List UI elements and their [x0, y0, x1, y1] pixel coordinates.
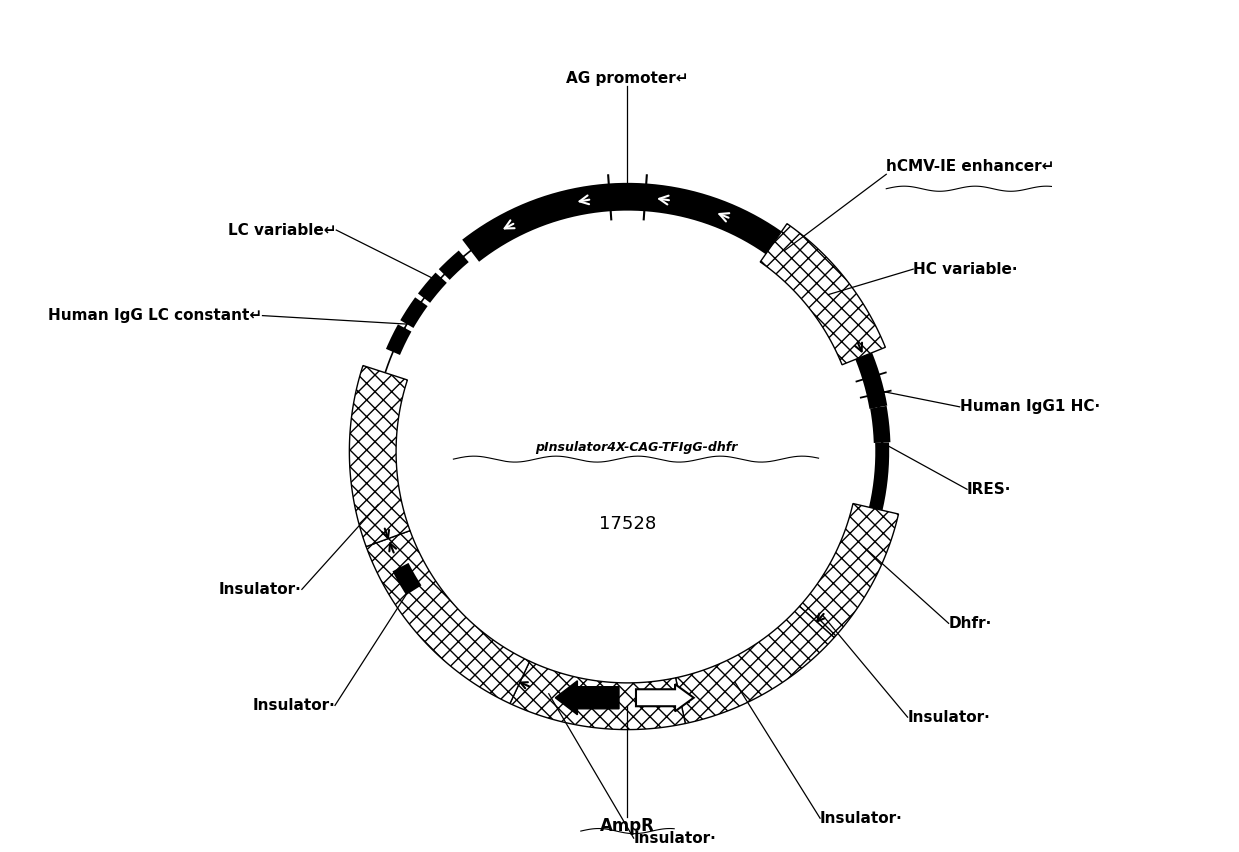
Polygon shape — [761, 224, 886, 365]
Text: LC variable↵: LC variable↵ — [228, 222, 336, 238]
Polygon shape — [349, 366, 410, 547]
Text: Insulator·: Insulator· — [633, 831, 716, 846]
Text: Dhfr·: Dhfr· — [949, 616, 992, 630]
Text: 17528: 17528 — [598, 515, 657, 532]
Text: AG promoter↵: AG promoter↵ — [566, 72, 689, 86]
Polygon shape — [675, 607, 834, 723]
Text: hCMV-IE enhancer↵: hCMV-IE enhancer↵ — [886, 159, 1054, 175]
Text: Human IgG1 HC·: Human IgG1 HC· — [960, 400, 1100, 414]
Text: Insulator·: Insulator· — [219, 582, 302, 597]
Text: Human IgG LC constant↵: Human IgG LC constant↵ — [48, 308, 263, 323]
Text: Insulator·: Insulator· — [908, 710, 990, 725]
Polygon shape — [799, 504, 898, 637]
Polygon shape — [367, 531, 530, 704]
Polygon shape — [510, 661, 685, 729]
FancyArrow shape — [555, 681, 620, 715]
Text: IRES·: IRES· — [966, 481, 1011, 497]
Text: HC variable·: HC variable· — [913, 262, 1017, 277]
Text: Insulator·: Insulator· — [253, 698, 335, 713]
Text: pInsulator4X-CAG-TFIgG-dhfr: pInsulator4X-CAG-TFIgG-dhfr — [535, 440, 737, 454]
FancyArrow shape — [636, 684, 694, 711]
Text: AmpR: AmpR — [600, 817, 655, 835]
Text: Insulator·: Insulator· — [820, 811, 903, 826]
